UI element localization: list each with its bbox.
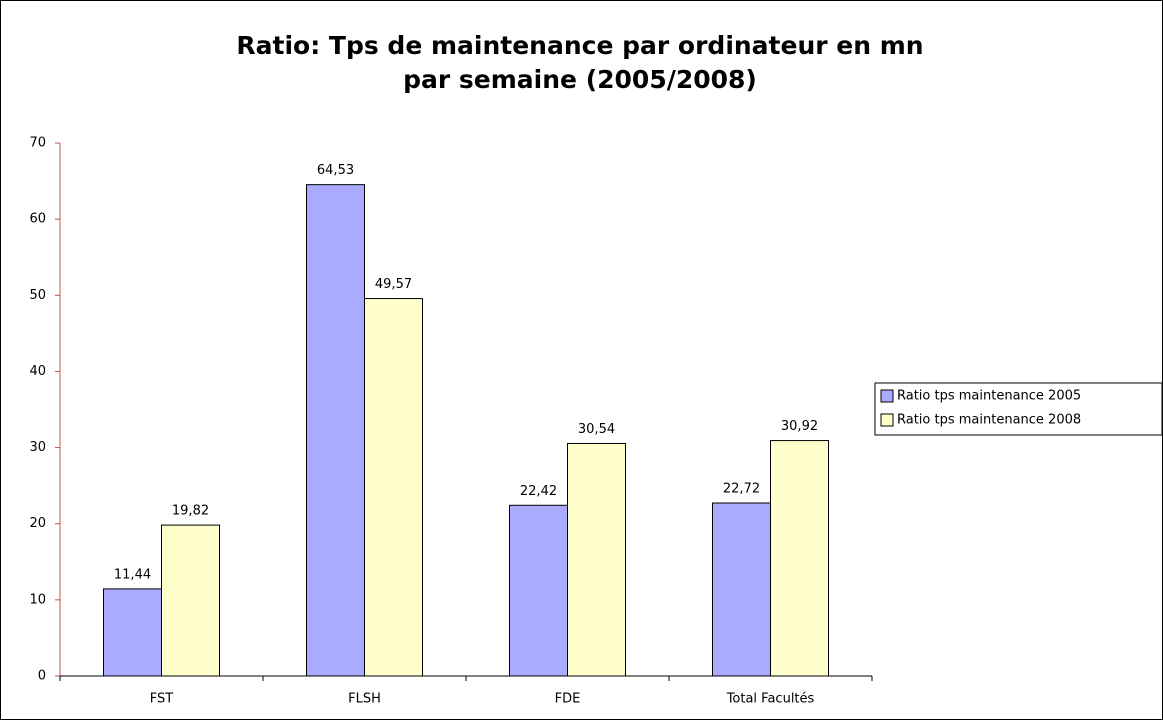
- legend-swatch: [880, 389, 894, 403]
- bar: [364, 298, 423, 677]
- data-label: 30,54: [578, 422, 615, 437]
- legend-box: [874, 382, 1163, 436]
- legend-label: Ratio tps maintenance 2008: [897, 413, 1081, 428]
- y-tick-label: 50: [29, 288, 46, 303]
- bar: [770, 440, 829, 677]
- data-label: 22,42: [520, 484, 557, 499]
- chart-title: par semaine (2005/2008): [403, 65, 757, 94]
- x-tick-label: FLSH: [348, 692, 381, 707]
- bar: [567, 442, 626, 677]
- bar: [161, 524, 220, 677]
- x-tick-label: FST: [150, 692, 174, 707]
- data-label: 49,57: [375, 277, 412, 292]
- bar: [712, 502, 771, 677]
- x-tick-label: FDE: [555, 692, 581, 707]
- y-tick-label: 30: [29, 440, 46, 455]
- y-tick-label: 70: [29, 136, 46, 151]
- y-tick-label: 10: [29, 592, 46, 607]
- bar: [103, 588, 162, 677]
- y-tick-label: 20: [29, 516, 46, 531]
- legend-swatch: [880, 413, 894, 427]
- data-label: 30,92: [781, 419, 818, 434]
- data-label: 64,53: [317, 163, 354, 178]
- bar: [509, 504, 568, 677]
- y-tick-label: 60: [29, 212, 46, 227]
- legend-label: Ratio tps maintenance 2005: [897, 389, 1081, 404]
- data-label: 19,82: [172, 504, 209, 519]
- chart-title: Ratio: Tps de maintenance par ordinateur…: [236, 31, 923, 60]
- bar: [306, 184, 365, 677]
- data-label: 22,72: [723, 482, 760, 497]
- y-tick-label: 40: [29, 364, 46, 379]
- x-tick-label: Total Facultés: [726, 692, 815, 707]
- data-label: 11,44: [114, 567, 151, 582]
- y-tick-label: 0: [38, 669, 46, 684]
